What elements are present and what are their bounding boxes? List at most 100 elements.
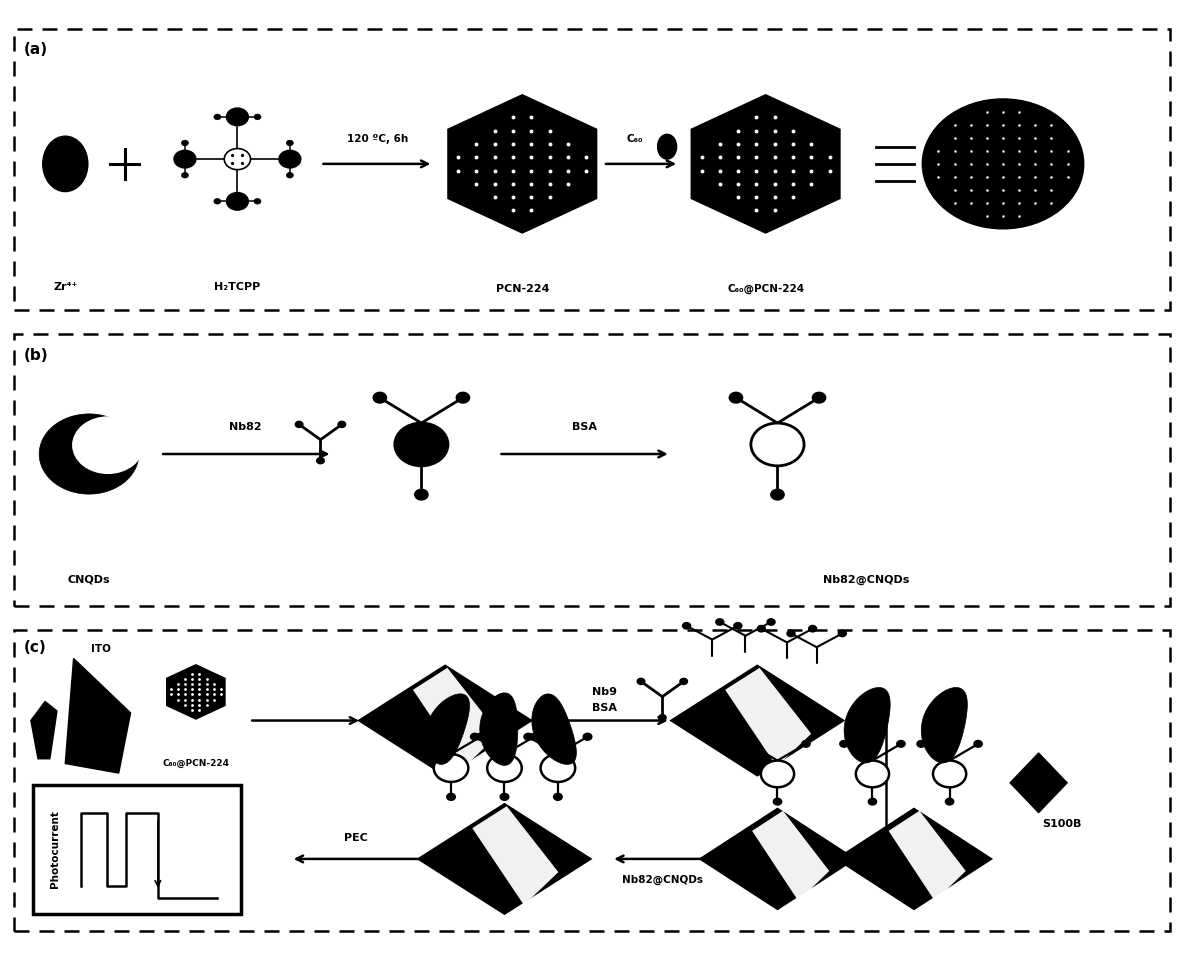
Text: (a): (a) bbox=[24, 42, 47, 57]
Circle shape bbox=[945, 798, 954, 805]
Polygon shape bbox=[65, 659, 131, 774]
Bar bbox=[14, 630, 1170, 931]
Circle shape bbox=[553, 794, 563, 800]
Circle shape bbox=[770, 489, 785, 500]
Text: BSA: BSA bbox=[591, 703, 617, 713]
Circle shape bbox=[476, 733, 485, 740]
Circle shape bbox=[279, 150, 300, 168]
Circle shape bbox=[637, 678, 645, 685]
Text: C₆₀@PCN-224: C₆₀@PCN-224 bbox=[163, 759, 229, 768]
Text: PCN-224: PCN-224 bbox=[495, 285, 550, 294]
Circle shape bbox=[916, 740, 926, 747]
Text: Nb82: Nb82 bbox=[229, 422, 262, 433]
Polygon shape bbox=[418, 804, 591, 914]
Circle shape bbox=[373, 393, 387, 403]
Bar bbox=[14, 334, 1170, 606]
Circle shape bbox=[838, 630, 846, 637]
Circle shape bbox=[734, 623, 742, 629]
Circle shape bbox=[839, 740, 848, 747]
Circle shape bbox=[767, 619, 775, 626]
Polygon shape bbox=[844, 688, 890, 763]
Circle shape bbox=[296, 421, 303, 428]
Circle shape bbox=[802, 740, 810, 747]
Circle shape bbox=[317, 457, 324, 464]
Polygon shape bbox=[425, 694, 470, 764]
Polygon shape bbox=[31, 701, 57, 758]
Text: C₆₀@PCN-224: C₆₀@PCN-224 bbox=[728, 285, 804, 294]
Polygon shape bbox=[700, 809, 855, 909]
Text: Nb82@CNQDs: Nb82@CNQDs bbox=[824, 575, 909, 584]
Circle shape bbox=[856, 760, 889, 787]
Polygon shape bbox=[413, 668, 499, 767]
Circle shape bbox=[868, 798, 876, 805]
Circle shape bbox=[659, 714, 666, 721]
Polygon shape bbox=[167, 665, 224, 718]
Circle shape bbox=[774, 798, 781, 805]
Text: BSA: BSA bbox=[571, 422, 597, 433]
Polygon shape bbox=[837, 809, 991, 909]
Polygon shape bbox=[480, 692, 518, 765]
Polygon shape bbox=[358, 666, 531, 775]
Circle shape bbox=[470, 733, 480, 740]
Circle shape bbox=[540, 754, 576, 782]
Circle shape bbox=[896, 740, 904, 747]
Circle shape bbox=[523, 733, 533, 740]
Circle shape bbox=[787, 630, 795, 637]
Circle shape bbox=[214, 114, 221, 119]
Circle shape bbox=[72, 416, 144, 474]
Polygon shape bbox=[725, 668, 811, 767]
Text: Nb9: Nb9 bbox=[591, 687, 617, 697]
Text: C₆₀: C₆₀ bbox=[627, 134, 643, 144]
Circle shape bbox=[338, 421, 345, 428]
Text: 120 ºC, 6h: 120 ºC, 6h bbox=[347, 134, 408, 144]
Circle shape bbox=[182, 140, 189, 146]
Circle shape bbox=[729, 393, 743, 403]
Circle shape bbox=[933, 760, 966, 787]
Text: Photocurrent: Photocurrent bbox=[50, 811, 59, 888]
Circle shape bbox=[761, 760, 794, 787]
Circle shape bbox=[446, 794, 456, 800]
Polygon shape bbox=[692, 96, 839, 233]
Circle shape bbox=[745, 740, 753, 747]
Text: S100B: S100B bbox=[1042, 819, 1083, 829]
Circle shape bbox=[433, 754, 469, 782]
Circle shape bbox=[227, 108, 248, 125]
Circle shape bbox=[254, 199, 261, 204]
Circle shape bbox=[174, 150, 196, 168]
Polygon shape bbox=[532, 694, 577, 764]
Circle shape bbox=[227, 193, 248, 210]
Circle shape bbox=[583, 733, 592, 740]
Circle shape bbox=[757, 626, 766, 632]
Text: CNQDs: CNQDs bbox=[68, 575, 110, 584]
Wedge shape bbox=[39, 414, 139, 494]
Text: PEC: PEC bbox=[344, 833, 368, 843]
Circle shape bbox=[500, 794, 509, 800]
Circle shape bbox=[922, 99, 1084, 229]
Circle shape bbox=[973, 740, 983, 747]
Circle shape bbox=[812, 393, 826, 403]
Circle shape bbox=[808, 626, 817, 632]
Polygon shape bbox=[672, 666, 843, 775]
Circle shape bbox=[716, 619, 724, 626]
Bar bbox=[14, 29, 1170, 310]
Circle shape bbox=[286, 173, 293, 178]
Circle shape bbox=[414, 489, 429, 500]
Circle shape bbox=[214, 199, 221, 204]
Text: Nb82@CNQDs: Nb82@CNQDs bbox=[622, 875, 703, 885]
Text: (b): (b) bbox=[24, 348, 47, 363]
Polygon shape bbox=[753, 811, 830, 902]
Polygon shape bbox=[1010, 753, 1067, 813]
Polygon shape bbox=[921, 688, 967, 763]
Text: ITO: ITO bbox=[91, 644, 110, 654]
Circle shape bbox=[487, 754, 522, 782]
Circle shape bbox=[680, 678, 687, 685]
Text: (c): (c) bbox=[24, 640, 47, 655]
Circle shape bbox=[182, 173, 189, 178]
Ellipse shape bbox=[43, 137, 88, 192]
Text: Zr⁴⁺: Zr⁴⁺ bbox=[53, 282, 77, 291]
Circle shape bbox=[751, 423, 804, 466]
Text: H₂TCPP: H₂TCPP bbox=[215, 282, 260, 291]
Circle shape bbox=[395, 423, 447, 466]
Circle shape bbox=[254, 114, 261, 119]
Ellipse shape bbox=[658, 135, 677, 159]
